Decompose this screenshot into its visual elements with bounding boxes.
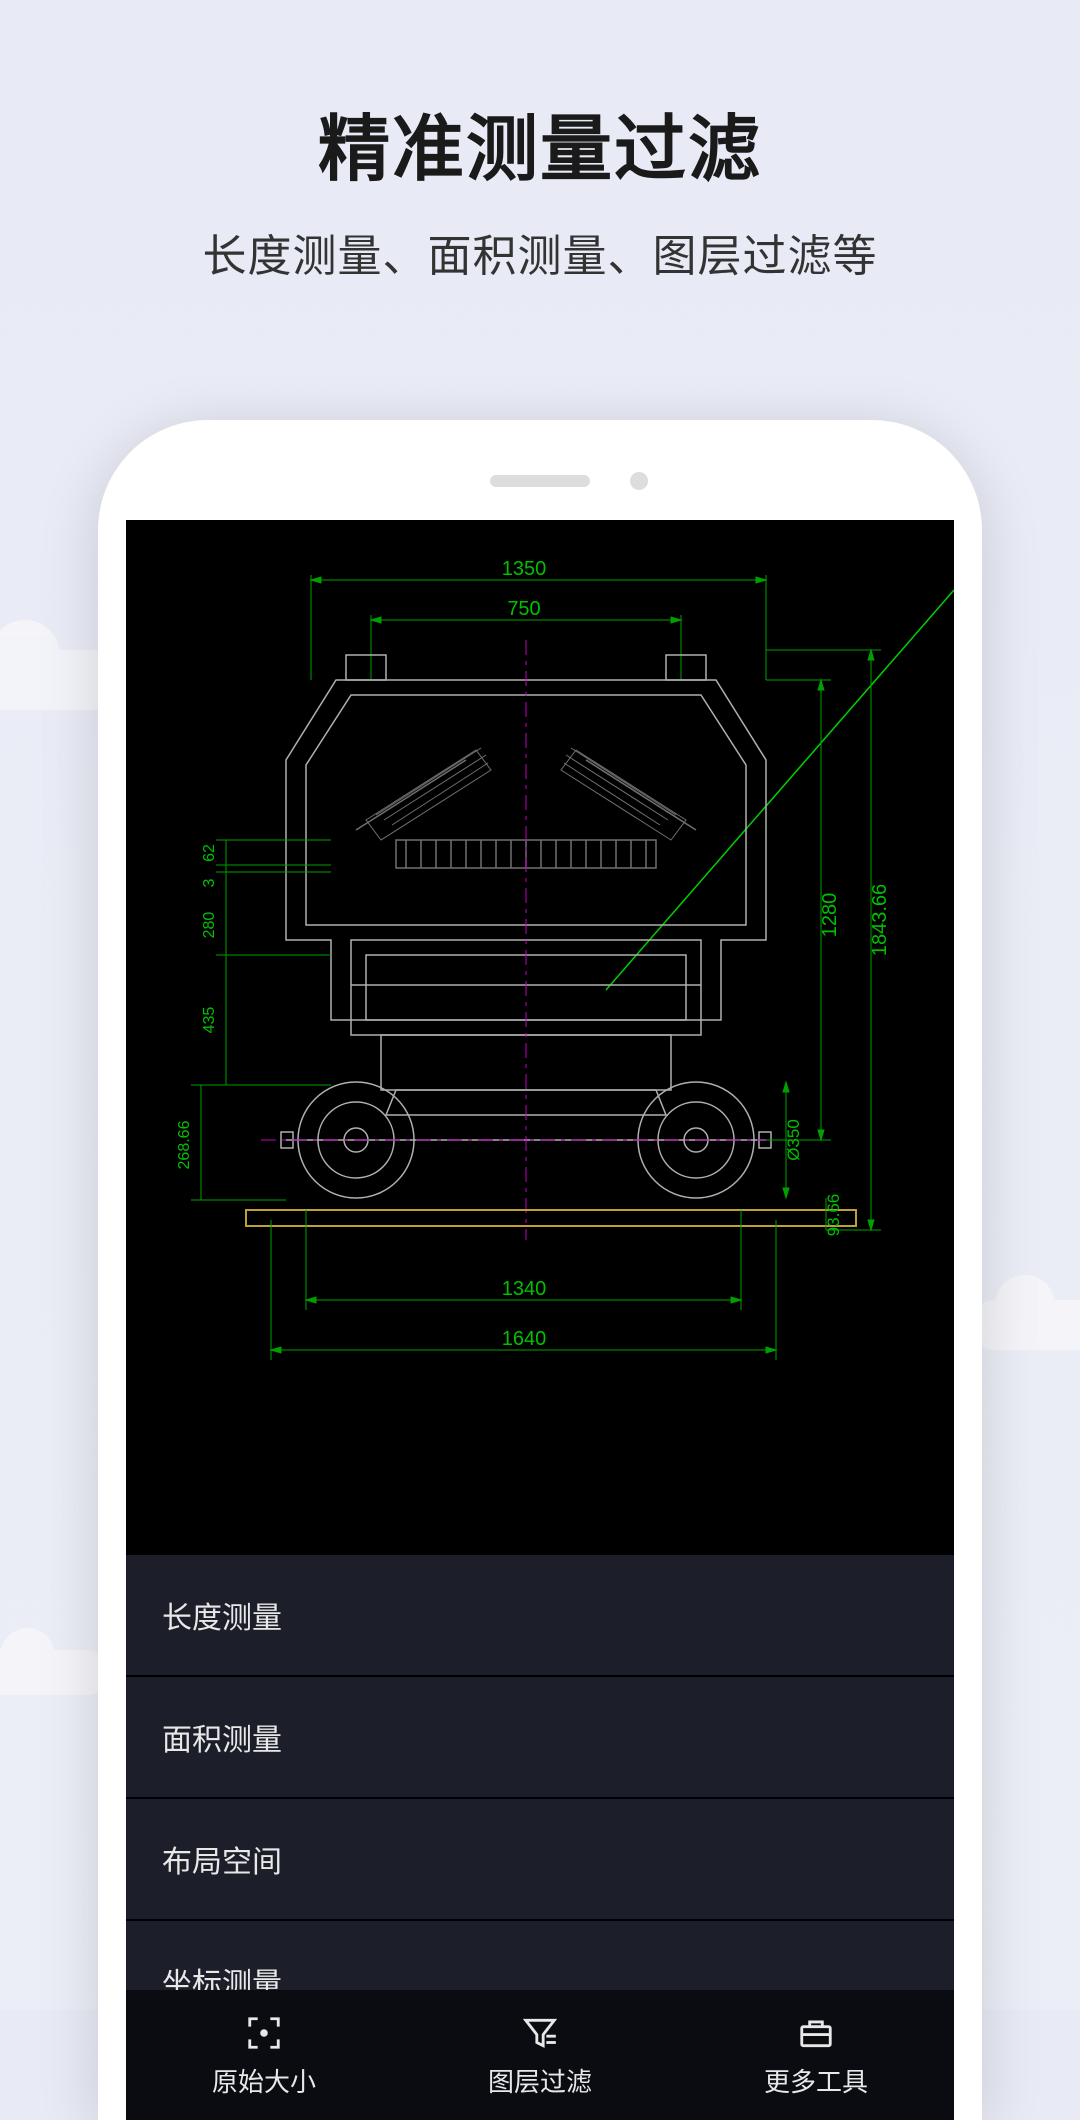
- dim-left-5: 268.66: [176, 1120, 193, 1169]
- nav-fit-original[interactable]: 原始大小: [126, 1990, 402, 2120]
- dim-bottom-inner: 1340: [502, 1278, 547, 1300]
- phone-screen: 1350 750: [126, 520, 954, 2120]
- cad-drawing: 1350 750: [126, 520, 954, 1555]
- phone-camera: [630, 472, 648, 490]
- dim-right-inner: 1280: [819, 893, 841, 938]
- dim-top-outer: 1350: [502, 558, 547, 580]
- phone-speaker: [490, 475, 590, 487]
- bg-cloud: [970, 1300, 1080, 1350]
- dim-top-inner: 750: [507, 598, 540, 620]
- dim-left-2: 3: [201, 878, 218, 887]
- dim-left-3: 280: [201, 912, 218, 939]
- toolbox-icon: [795, 2012, 837, 2054]
- bg-cloud: [0, 1650, 110, 1695]
- filter-icon: [519, 2012, 561, 2054]
- nav-layer-filter[interactable]: 图层过滤: [402, 1990, 678, 2120]
- nav-more-tools[interactable]: 更多工具: [678, 1990, 954, 2120]
- dim-left-1: 62: [201, 844, 218, 862]
- menu-item-layout[interactable]: 布局空间: [126, 1799, 954, 1921]
- nav-label: 原始大小: [212, 2062, 316, 2099]
- menu-item-length[interactable]: 长度测量: [126, 1555, 954, 1677]
- nav-label: 图层过滤: [488, 2062, 592, 2099]
- bottom-nav: 原始大小 图层过滤: [126, 1990, 954, 2120]
- dim-bottom-outer: 1640: [502, 1328, 547, 1350]
- cad-viewport[interactable]: 1350 750: [126, 520, 954, 1555]
- fit-icon: [243, 2012, 285, 2054]
- dim-right-bottom: 93.66: [824, 1194, 843, 1237]
- dim-wheel-dia: Ø350: [784, 1119, 803, 1161]
- hero-subtitle: 长度测量、面积测量、图层过滤等: [0, 220, 1080, 284]
- nav-label: 更多工具: [764, 2062, 868, 2099]
- hero-title: 精准测量过滤: [0, 90, 1080, 195]
- tool-menu-list: 长度测量 面积测量 布局空间 坐标测量: [126, 1555, 954, 2043]
- menu-item-area[interactable]: 面积测量: [126, 1677, 954, 1799]
- dim-left-4: 435: [201, 1007, 218, 1034]
- dim-right-outer: 1843.66: [869, 884, 891, 956]
- phone-frame: 1350 750: [98, 420, 982, 2120]
